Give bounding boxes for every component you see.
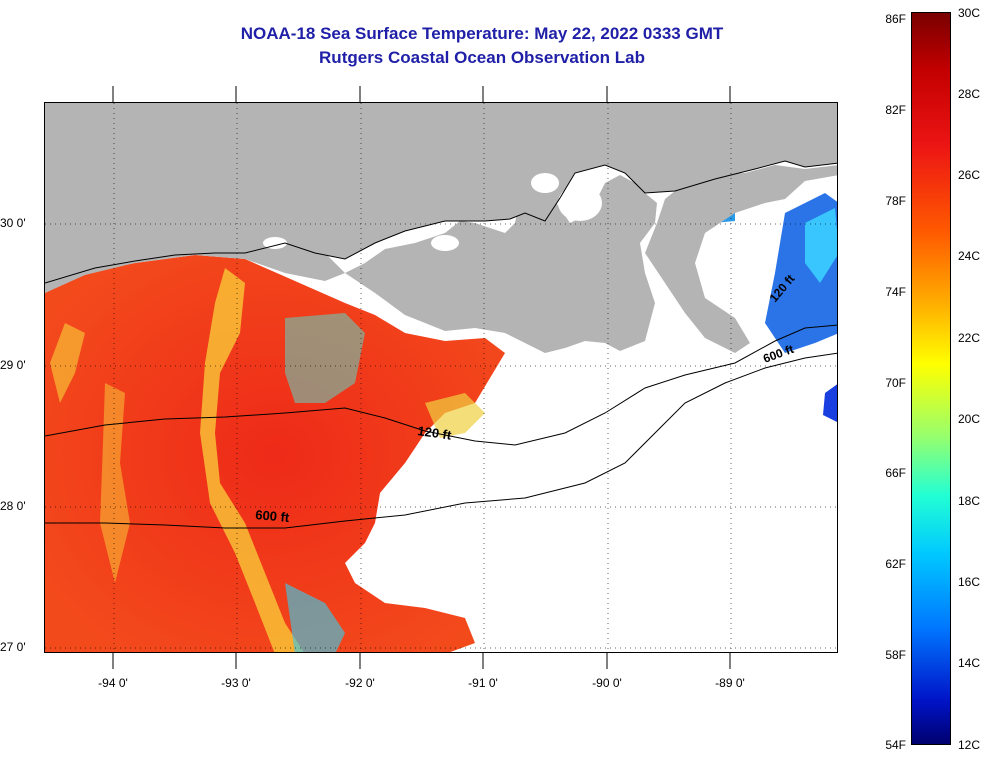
sst-cool-streak [285, 583, 345, 652]
colorbar-f-label: 62F [885, 557, 906, 571]
sst-cool-streak [100, 383, 130, 583]
colorbar-c-label: 18C [958, 494, 981, 508]
colorbar-c-label: 26C [958, 168, 981, 182]
colorbar-c-label: 28C [958, 87, 981, 101]
isobath-120ft [45, 324, 837, 446]
colorbar-f-label: 54F [885, 738, 906, 752]
coastline [45, 160, 837, 284]
sst-cool-streak [285, 313, 365, 403]
colorbar-c-label: 14C [958, 656, 981, 670]
sst-map-canvas: 120 ft 600 ft 120 ft 600 ft [45, 103, 837, 652]
map-title: NOAA-18 Sea Surface Temperature: May 22,… [240, 24, 724, 43]
latitude-label: 28 0' [0, 499, 26, 513]
colorbar-c-label: 16C [958, 575, 981, 589]
lake [558, 185, 602, 221]
colorbar-f-label: 74F [885, 285, 906, 299]
latitude-label: 30 0' [0, 216, 26, 230]
longitude-label: -90 0' [592, 676, 622, 690]
isobath-label: 600 ft [255, 507, 291, 525]
latitude-label: 27 0' [0, 640, 26, 654]
colorbar-c-label: 20C [958, 412, 981, 426]
sst-cool-streak [425, 393, 485, 438]
colorbar-f-label: 58F [885, 648, 906, 662]
colorbar-f-label: 82F [885, 103, 906, 117]
colorbar-f-label: 78F [885, 194, 906, 208]
sst-cool-patch [805, 208, 837, 283]
lat-lon-grid [45, 103, 837, 652]
colorbar-f-label: 66F [885, 466, 906, 480]
latitude-label: 29 0' [0, 358, 26, 372]
colorbar-c-label: 12C [958, 738, 981, 752]
sst-cool-streak [50, 323, 85, 403]
longitude-label: -89 0' [715, 676, 745, 690]
longitude-label: -91 0' [468, 676, 498, 690]
sst-cool-patch [823, 384, 837, 422]
isobath-600ft [45, 352, 837, 529]
sst-cool-streak [200, 268, 304, 652]
lake [431, 235, 459, 251]
lake [263, 237, 287, 249]
colorbar-f-label: 86F [885, 12, 906, 26]
axis-ticks [112, 86, 731, 669]
land-mass [45, 103, 837, 353]
colorbar-c-label: 24C [958, 249, 981, 263]
lake [531, 173, 559, 193]
colorbar-f-label: 70F [885, 376, 906, 390]
longitude-label: -94 0' [98, 676, 128, 690]
land-interior [45, 103, 837, 283]
isobath-label: 120 ft [417, 423, 453, 443]
sst-map: 120 ft 600 ft 120 ft 600 ft [44, 102, 838, 653]
temperature-colorbar [911, 12, 951, 745]
longitude-label: -92 0' [345, 676, 375, 690]
sst-warm-region [45, 255, 505, 652]
colorbar-c-label: 30C [958, 6, 981, 20]
colorbar-c-label: 22C [958, 331, 981, 345]
map-subtitle: Rutgers Coastal Ocean Observation Lab [319, 48, 645, 67]
longitude-label: -93 0' [221, 676, 251, 690]
